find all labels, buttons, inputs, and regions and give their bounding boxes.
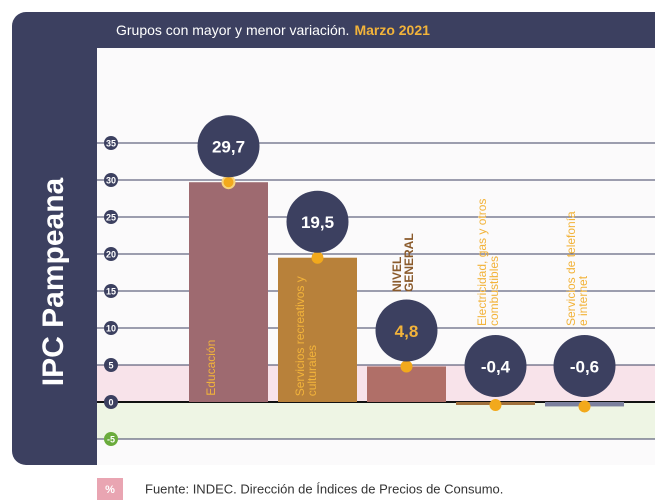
category-label: Electricidad, gas y otros combustibles [475, 198, 501, 326]
value-bubble [286, 190, 349, 253]
y-tick-dot [104, 432, 118, 446]
value-label: 29,7 [212, 138, 245, 157]
side-title: IPC Pampeana [37, 177, 70, 386]
source: Fuente: INDEC. Dirección de Índices de P… [145, 481, 503, 496]
y-tick-label: 30 [106, 175, 116, 185]
source-badge: % [105, 484, 115, 496]
bar-dot [221, 175, 236, 190]
y-tick-label: 5 [108, 360, 113, 370]
y-tick-dot [104, 284, 118, 298]
value-bubble [464, 335, 527, 397]
bar-dot [400, 360, 413, 373]
y-tick-dot [104, 321, 118, 335]
y-tick-label: 0 [108, 397, 113, 407]
bar-dot [311, 251, 324, 264]
y-tick-label: 10 [106, 323, 116, 333]
title-highlight: Marzo 2021 [354, 22, 430, 38]
category-label: Servicios de telefonía e internet [564, 211, 590, 326]
value-bubble [197, 115, 260, 178]
value-label: -0,6 [570, 357, 599, 376]
bar-dot [489, 398, 502, 411]
value-label: 4,8 [395, 322, 419, 341]
bar [189, 182, 268, 402]
value-label: -0,4 [481, 357, 511, 376]
title-banner [97, 12, 655, 48]
y-tick-dot [104, 358, 118, 372]
category-label: NIVEL GENERAL [390, 233, 416, 293]
bar-dot [578, 400, 591, 413]
negative-band [97, 402, 655, 439]
y-tick-dot [104, 395, 118, 409]
y-tick-label: -5 [107, 434, 115, 444]
category-label: Servicios recreativos y culturales [293, 275, 319, 396]
side-panel [12, 12, 122, 465]
value-bubble [375, 299, 438, 362]
y-tick-dot [104, 247, 118, 261]
y-tick-label: 15 [106, 286, 116, 296]
y-tick-dot [104, 136, 118, 150]
y-tick-label: 35 [106, 138, 116, 148]
value-label: 19,5 [301, 213, 334, 232]
chart-title: Grupos con mayor y menor variación. Marzo… [116, 22, 430, 38]
category-label: Educación [204, 339, 218, 396]
value-bubble [553, 335, 616, 397]
title-text: Grupos con mayor y menor variación. [116, 22, 349, 38]
y-tick-label: 20 [106, 249, 116, 259]
y-tick-dot [104, 210, 118, 224]
bar [278, 257, 357, 402]
source-badge-bg [97, 478, 123, 500]
y-tick-label: 25 [106, 212, 116, 222]
y-tick-dot [104, 173, 118, 187]
